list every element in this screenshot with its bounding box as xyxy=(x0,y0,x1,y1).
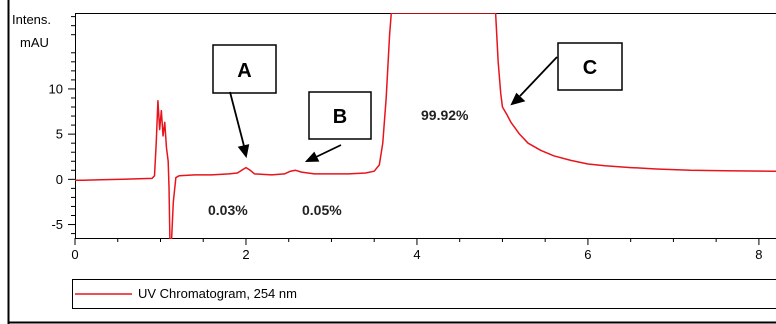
arrow-c-shaft xyxy=(519,56,558,97)
peak-c-callout: C xyxy=(557,42,623,91)
y-tick-label-3: 10 xyxy=(49,81,63,96)
peak-a-label: A xyxy=(237,60,251,82)
legend-box xyxy=(72,279,776,309)
x-tick-label-4: 8 xyxy=(755,247,762,262)
peak-c-box xyxy=(557,42,623,91)
peak-a-percent: 0.03% xyxy=(208,202,248,218)
y-tick-label-1: 0 xyxy=(56,172,63,187)
arrow-b-head xyxy=(304,151,320,162)
peak-b-percent: 0.05% xyxy=(302,202,342,218)
y-axis-label-line2: mAU xyxy=(20,35,49,50)
annotation-arrows xyxy=(229,56,558,162)
series-line-0 xyxy=(75,13,776,239)
arrow-a-shaft xyxy=(229,91,245,147)
x-tick-label-2: 4 xyxy=(413,247,420,262)
y-axis-label-line1: Intens. xyxy=(12,12,51,27)
peak-b-label: B xyxy=(333,106,347,128)
peak-c-percent: 99.92% xyxy=(421,107,469,123)
arrow-a-head xyxy=(237,144,250,159)
peak-b-box xyxy=(308,91,372,140)
peak-c-label: C xyxy=(583,57,597,79)
ticks-layer: 0 2 4 6 8 -5 0 5 10 xyxy=(49,16,763,262)
legend-series-label: UV Chromatogram, 254 nm xyxy=(138,286,297,301)
x-tick-label-0: 0 xyxy=(71,247,78,262)
x-tick-label-1: 2 xyxy=(242,247,249,262)
y-tick-label-0: -5 xyxy=(51,217,63,232)
legend: UV Chromatogram, 254 nm xyxy=(72,279,776,309)
series-layer xyxy=(75,13,776,239)
peak-a-box xyxy=(212,44,277,94)
arrow-b-shaft xyxy=(315,144,342,158)
x-tick-label-3: 6 xyxy=(584,247,591,262)
y-tick-label-2: 5 xyxy=(56,127,63,142)
arrow-c-head xyxy=(510,92,526,106)
peak-b-callout: B xyxy=(308,91,372,140)
peak-a-callout: A xyxy=(212,44,277,94)
